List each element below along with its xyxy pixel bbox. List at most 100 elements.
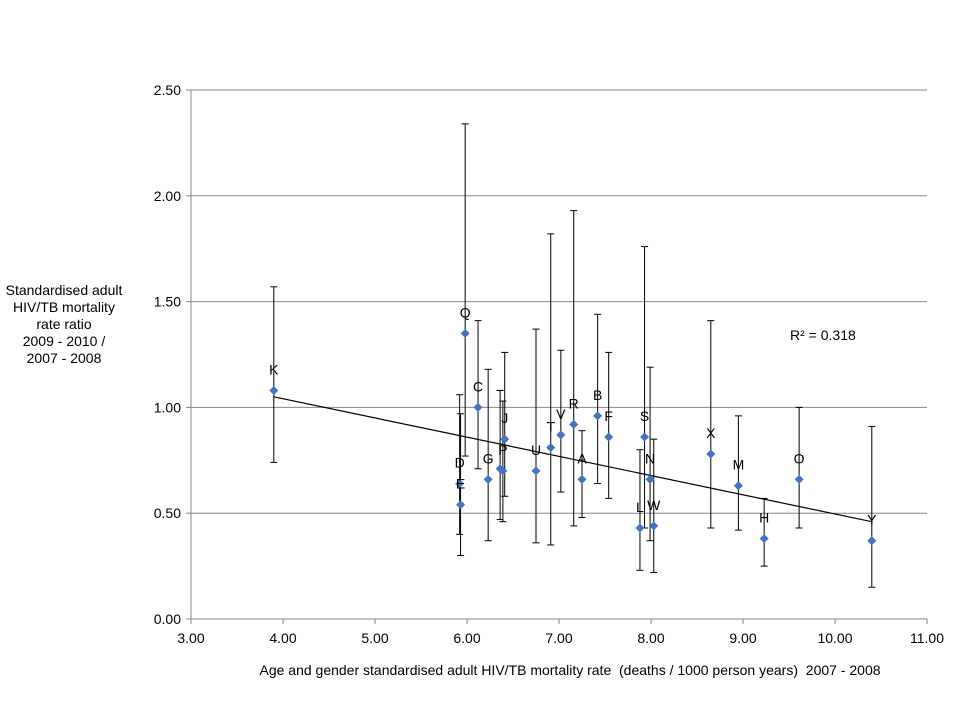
error-bar	[456, 394, 464, 535]
error-bar	[636, 449, 644, 571]
error-bar	[594, 313, 602, 485]
data-point	[531, 466, 541, 476]
error-bar	[474, 320, 482, 470]
data-point-label: T	[546, 419, 555, 435]
y-axis-label: Standardised adult HIV/TB mortality rate r…	[0, 282, 128, 367]
y-axis-label-line: Standardised adult	[5, 282, 123, 298]
data-point-label: N	[645, 450, 655, 466]
grid-layer	[191, 89, 927, 514]
data-point-label: H	[759, 510, 769, 526]
error-bar	[547, 233, 555, 546]
data-point-label: A	[577, 450, 587, 466]
error-bar	[641, 246, 649, 529]
error-bar	[868, 425, 876, 588]
x-tick-label: 11.00	[910, 630, 944, 646]
data-point-label: O	[794, 450, 805, 466]
data-point	[577, 474, 587, 484]
data-point	[733, 481, 743, 491]
error-bar	[461, 123, 469, 457]
data-point	[456, 500, 466, 510]
data-point	[546, 443, 556, 453]
x-axis-label: Age and gender standardised adult HIV/TB…	[259, 662, 881, 678]
data-point-label: P	[498, 442, 507, 458]
y-axis-label-line: 2009 - 2010 /	[22, 333, 106, 349]
error-bar	[578, 430, 586, 518]
data-point-label: X	[706, 425, 716, 441]
data-point-label: W	[647, 497, 661, 513]
data-point	[483, 474, 493, 484]
x-tick-label: 4.00	[269, 630, 296, 646]
data-point	[460, 328, 470, 338]
y-tick-label: 1.50	[154, 294, 181, 310]
error-bar	[570, 210, 578, 527]
data-point-label: R	[569, 395, 579, 411]
y-tick-label: 0.50	[154, 505, 181, 521]
error-bar	[795, 406, 803, 529]
trendline	[273, 396, 872, 523]
error-bar	[484, 368, 492, 542]
data-point	[794, 474, 804, 484]
y-axis-label-line: rate ratio	[36, 316, 92, 332]
y-tick-label: 2.50	[154, 82, 181, 98]
data-point	[455, 479, 465, 489]
data-point	[556, 430, 566, 440]
data-point	[569, 419, 579, 429]
data-point-label: J	[501, 410, 508, 426]
data-point	[645, 474, 655, 484]
data-point-label: V	[556, 406, 566, 422]
data-point-label: D	[455, 455, 465, 471]
data-point-label: C	[473, 378, 483, 394]
data-point	[649, 521, 659, 531]
data-point	[498, 466, 508, 476]
data-point	[604, 432, 614, 442]
data-point-label: Y	[867, 512, 877, 528]
x-tick-label: 10.00	[817, 630, 852, 646]
data-point	[635, 523, 645, 533]
y-tick-label: 2.00	[154, 188, 181, 204]
x-tick-label: 7.00	[545, 630, 572, 646]
error-bar	[270, 286, 278, 463]
error-bar	[650, 438, 658, 573]
data-point	[867, 536, 877, 546]
error-bar	[734, 415, 742, 531]
data-point	[759, 534, 769, 544]
error-bar	[646, 366, 654, 542]
data-point	[269, 385, 279, 395]
error-bar	[707, 320, 715, 529]
x-tick-label: 9.00	[729, 630, 756, 646]
data-point-label: U	[531, 442, 541, 458]
error-bar-layer	[270, 123, 876, 588]
data-point-label: L	[636, 499, 644, 515]
data-point	[593, 411, 603, 421]
data-point	[473, 402, 483, 412]
x-tick-label: 8.00	[637, 630, 664, 646]
data-point-label: S	[640, 408, 649, 424]
y-axis-label-line: 2007 - 2008	[26, 350, 102, 366]
point-layer	[269, 328, 877, 546]
data-point	[500, 434, 510, 444]
x-tick-label: 3.00	[177, 630, 204, 646]
trendline-layer	[273, 396, 872, 523]
axis-layer: 0.00 0.50 1.00 1.50 2.00 2.50 3.00 4.00 5.00 6.00…	[154, 82, 944, 646]
data-point-label: K	[269, 361, 279, 377]
error-bar	[557, 349, 565, 493]
error-bar	[760, 497, 768, 567]
data-point-label: Q	[460, 304, 471, 320]
data-point	[640, 432, 650, 442]
data-point	[706, 449, 716, 459]
r-squared-label: R² = 0.318	[790, 327, 856, 343]
error-bar	[605, 351, 613, 499]
y-axis-label-line: HIV/TB mortality	[13, 299, 115, 315]
y-tick-label: 1.00	[154, 399, 181, 415]
data-point-label: E	[456, 476, 465, 492]
data-point-label: B	[593, 387, 602, 403]
x-tick-label: 6.00	[453, 630, 480, 646]
data-point-label: F	[604, 408, 613, 424]
data-point-label: M	[733, 457, 745, 473]
error-bar	[532, 328, 540, 544]
data-point-label: G	[483, 450, 494, 466]
data-point-label: I	[498, 440, 502, 456]
y-tick-label: 0.00	[154, 611, 181, 627]
